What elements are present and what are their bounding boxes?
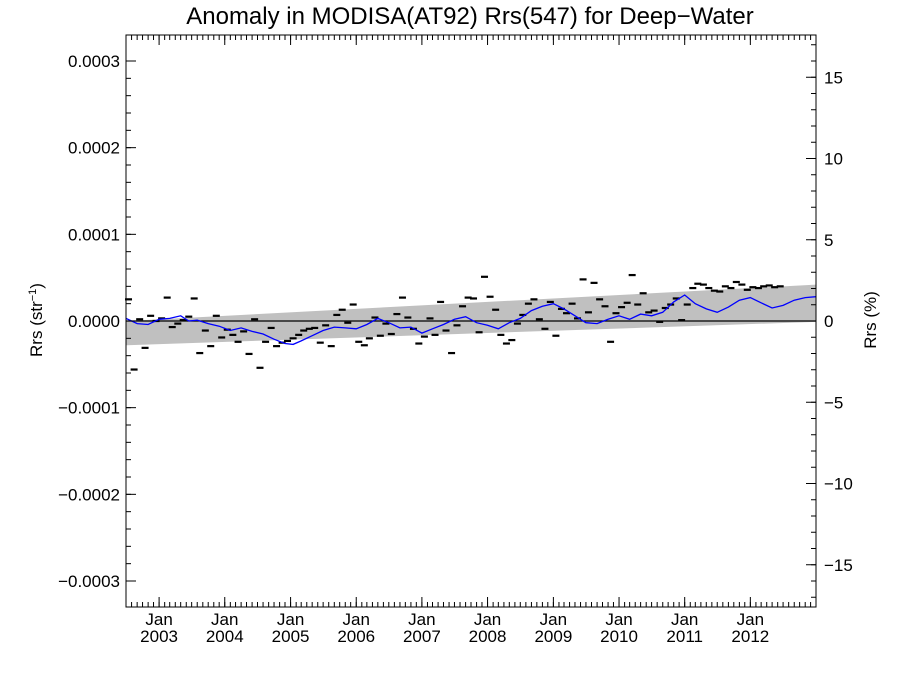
- x-tick-label-month: Jan: [408, 610, 435, 629]
- x-tick-label-month: Jan: [277, 610, 304, 629]
- left-y-tick-label: 0.0002: [68, 139, 120, 158]
- x-tick-label-year: 2011: [666, 627, 703, 646]
- chart-title: Anomaly in MODISA(AT92) Rrs(547) for Dee…: [186, 3, 754, 30]
- x-tick-label-year: 2009: [534, 627, 572, 646]
- x-tick-label-month: Jan: [737, 610, 764, 629]
- right-y-tick-label: 5: [824, 231, 833, 250]
- left-y-tick-label: 0.0003: [68, 52, 120, 71]
- x-tick-label-year: 2010: [600, 627, 638, 646]
- right-y-tick-label: −15: [824, 556, 853, 575]
- x-tick-label-month: Jan: [343, 610, 370, 629]
- running-mean-line: [125, 294, 817, 346]
- right-y-tick-label: 0: [824, 312, 833, 331]
- left-axis-label: Rrs (str−1): [27, 283, 46, 357]
- x-tick-label-month: Jan: [145, 610, 172, 629]
- x-tick-label-year: 2012: [731, 627, 769, 646]
- left-y-tick-label: −0.0001: [58, 399, 120, 418]
- left-y-tick-label: 0.0001: [68, 225, 120, 244]
- left-y-tick-label: 0.0000: [68, 312, 120, 331]
- x-tick-label-month: Jan: [605, 610, 632, 629]
- x-tick-label-year: 2006: [337, 627, 375, 646]
- x-tick-label-year: 2003: [140, 627, 178, 646]
- right-y-tick-label: 10: [824, 150, 843, 169]
- x-tick-label-month: Jan: [671, 610, 698, 629]
- left-y-tick-label: −0.0003: [58, 572, 120, 591]
- x-tick-label-month: Jan: [540, 610, 567, 629]
- x-tick-label-month: Jan: [211, 610, 238, 629]
- right-y-tick-label: −10: [824, 475, 853, 494]
- plot-area: 0.0003 0.0002 0.0001 0.0000 −0.0001 −0.0002 −0…: [58, 34, 853, 646]
- left-y-tick-label: −0.0002: [58, 485, 120, 504]
- x-tick-label-year: 2008: [469, 627, 507, 646]
- confidence-band: [126, 284, 816, 346]
- x-tick-label-month: Jan: [474, 610, 501, 629]
- right-y-tick-label: 15: [824, 68, 843, 87]
- x-tick-label-year: 2005: [272, 627, 310, 646]
- x-tick-label-year: 2007: [403, 627, 441, 646]
- right-y-tick-label: −5: [824, 393, 843, 412]
- x-tick-label-year: 2004: [206, 627, 244, 646]
- right-axis-label: Rrs (%): [861, 291, 880, 349]
